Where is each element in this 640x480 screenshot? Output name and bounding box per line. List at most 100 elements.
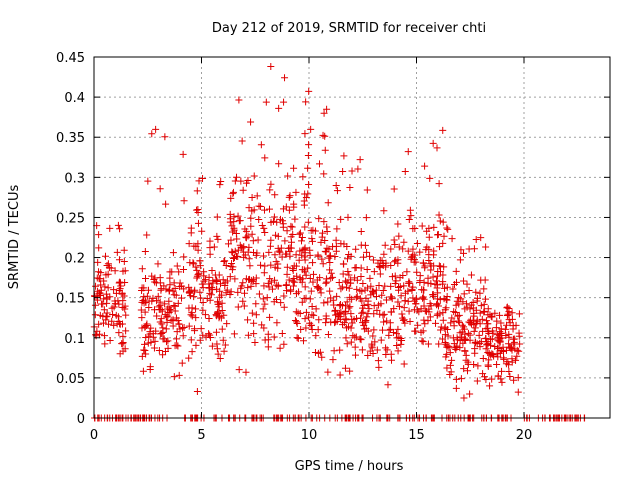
data-point bbox=[356, 156, 364, 164]
data-point bbox=[206, 250, 214, 258]
data-point bbox=[175, 371, 183, 379]
data-point bbox=[179, 332, 187, 340]
data-point bbox=[285, 276, 293, 284]
data-point bbox=[403, 268, 411, 276]
data-point bbox=[470, 327, 478, 335]
data-point bbox=[300, 294, 308, 302]
data-point bbox=[379, 286, 387, 294]
data-point bbox=[170, 373, 178, 381]
data-point bbox=[482, 335, 490, 343]
data-point bbox=[406, 317, 414, 325]
data-point bbox=[498, 378, 506, 386]
data-point bbox=[340, 310, 348, 318]
data-point bbox=[320, 109, 328, 117]
data-point bbox=[450, 308, 458, 316]
data-point bbox=[230, 224, 238, 232]
data-point bbox=[360, 325, 368, 333]
data-point bbox=[281, 237, 289, 245]
data-point bbox=[260, 269, 268, 277]
data-point bbox=[161, 300, 169, 308]
data-point bbox=[138, 314, 146, 322]
data-point bbox=[106, 336, 114, 344]
data-point bbox=[260, 224, 268, 232]
data-point bbox=[460, 323, 468, 331]
x-tick-label: 5 bbox=[197, 428, 205, 443]
data-point bbox=[404, 287, 412, 295]
data-point bbox=[373, 306, 381, 314]
data-point bbox=[293, 272, 301, 280]
data-point bbox=[389, 328, 397, 336]
data-point bbox=[273, 319, 281, 327]
data-point bbox=[358, 309, 366, 317]
data-point bbox=[333, 292, 341, 300]
data-point bbox=[470, 312, 478, 320]
data-point bbox=[119, 297, 127, 305]
data-point bbox=[296, 229, 304, 237]
data-point bbox=[154, 292, 162, 300]
data-point bbox=[463, 300, 471, 308]
data-point bbox=[380, 250, 388, 258]
data-point bbox=[370, 302, 378, 310]
data-point bbox=[187, 286, 195, 294]
data-point bbox=[138, 352, 146, 360]
data-point bbox=[141, 340, 149, 348]
data-point bbox=[459, 249, 467, 257]
data-point bbox=[254, 236, 262, 244]
data-point bbox=[467, 301, 475, 309]
data-point bbox=[426, 174, 434, 182]
data-point bbox=[298, 237, 306, 245]
data-point bbox=[154, 260, 162, 268]
data-point bbox=[151, 337, 159, 345]
data-point bbox=[443, 342, 451, 350]
data-point bbox=[356, 335, 364, 343]
data-point bbox=[141, 323, 149, 331]
data-point bbox=[339, 270, 347, 278]
data-point bbox=[363, 248, 371, 256]
data-point bbox=[169, 316, 177, 324]
data-point bbox=[349, 332, 357, 340]
data-point bbox=[162, 325, 170, 333]
data-point bbox=[121, 267, 129, 275]
data-point bbox=[466, 331, 474, 339]
data-point bbox=[102, 252, 110, 260]
data-point bbox=[194, 205, 202, 213]
data-point bbox=[197, 325, 205, 333]
data-point bbox=[266, 275, 274, 283]
data-point bbox=[366, 252, 374, 260]
data-point bbox=[398, 310, 406, 318]
data-point bbox=[401, 167, 409, 175]
data-point bbox=[301, 283, 309, 291]
data-point bbox=[210, 243, 218, 251]
data-point bbox=[120, 257, 128, 265]
data-point bbox=[261, 228, 269, 236]
data-point bbox=[370, 310, 378, 318]
data-point bbox=[271, 251, 279, 259]
data-point bbox=[248, 207, 256, 215]
data-point bbox=[289, 282, 297, 290]
data-point bbox=[155, 346, 163, 354]
data-point bbox=[190, 293, 198, 301]
data-point bbox=[289, 266, 297, 274]
data-point bbox=[170, 291, 178, 299]
data-point bbox=[164, 337, 172, 345]
data-point bbox=[221, 341, 229, 349]
data-point bbox=[215, 314, 223, 322]
data-point bbox=[194, 240, 202, 248]
data-point bbox=[380, 318, 388, 326]
data-point bbox=[234, 288, 242, 296]
data-point bbox=[218, 325, 226, 333]
data-point bbox=[206, 237, 214, 245]
data-point bbox=[185, 240, 193, 248]
data-point bbox=[478, 315, 486, 323]
data-point bbox=[217, 177, 225, 185]
data-point bbox=[348, 319, 356, 327]
data-point bbox=[179, 324, 187, 332]
data-point bbox=[327, 269, 335, 277]
data-point bbox=[116, 225, 124, 233]
data-point bbox=[301, 223, 309, 231]
data-point bbox=[516, 340, 524, 348]
data-point bbox=[337, 215, 345, 223]
data-point bbox=[116, 350, 124, 358]
data-point bbox=[384, 381, 392, 389]
data-point bbox=[346, 183, 354, 191]
